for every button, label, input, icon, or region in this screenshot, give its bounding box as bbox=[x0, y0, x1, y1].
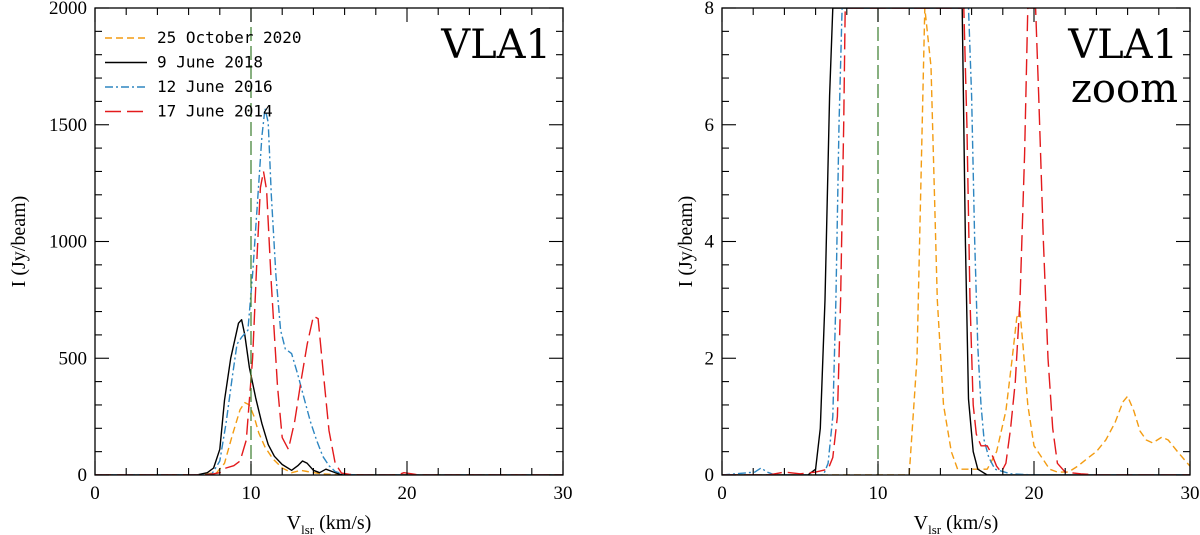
chart-panel-2: 0 10 20 30 0 2 4 6 8 Vlsr (km/s) I (Jy/beam) VLA1zo… bbox=[675, 0, 1200, 535]
series-line-9-june-2018 bbox=[95, 319, 563, 475]
y-tick-label: 1500 bbox=[49, 115, 87, 136]
series-line-25-october-2020 bbox=[722, 8, 1190, 475]
y-tick-label: 0 bbox=[78, 465, 88, 486]
legend-label: 25 October 2020 bbox=[157, 28, 302, 47]
legend: 25 October 2020 9 June 2018 12 June 2016 17… bbox=[105, 28, 302, 121]
y-tick-label: 1000 bbox=[49, 232, 87, 253]
y-tick-label: 8 bbox=[705, 0, 715, 19]
x-tick-label: 0 bbox=[717, 483, 727, 504]
x-axis-title: Vlsr (km/s) bbox=[287, 512, 372, 535]
x-tick-label: 10 bbox=[242, 483, 261, 504]
panel-label: VLA1 bbox=[1067, 22, 1178, 68]
y-tick-label: 6 bbox=[705, 115, 715, 136]
legend-label: 9 June 2018 bbox=[157, 53, 263, 72]
x-tick-label: 20 bbox=[398, 483, 417, 504]
legend-label: 17 June 2014 bbox=[157, 102, 273, 121]
panel-label: zoom bbox=[1071, 66, 1178, 112]
y-axis-title: I (Jy/beam) bbox=[8, 196, 30, 288]
x-tick-label: 30 bbox=[554, 483, 573, 504]
series-line-17-june-2014 bbox=[95, 170, 563, 475]
y-tick-label: 2000 bbox=[49, 0, 87, 19]
y-tick-label: 0 bbox=[705, 465, 715, 486]
y-tick-label: 500 bbox=[59, 348, 88, 369]
series-line-12-june-2016 bbox=[722, 8, 1190, 475]
y-tick-label: 4 bbox=[705, 232, 715, 253]
chart-panel-1: 0 10 20 30 0 500 1000 1500 2000 Vlsr (km/s) I (Jy/… bbox=[8, 0, 573, 535]
series-line-25-october-2020 bbox=[95, 401, 563, 475]
x-tick-label: 0 bbox=[90, 483, 100, 504]
series-line-12-june-2016 bbox=[95, 107, 563, 475]
x-axis-title: Vlsr (km/s) bbox=[914, 512, 999, 535]
series-line-9-june-2018 bbox=[722, 8, 1190, 475]
x-tick-label: 30 bbox=[1181, 483, 1200, 504]
y-tick-label: 2 bbox=[705, 348, 715, 369]
legend-label: 12 June 2016 bbox=[157, 77, 273, 96]
series-lines bbox=[722, 8, 1190, 475]
x-tick-label: 20 bbox=[1025, 483, 1044, 504]
series-line-17-june-2014 bbox=[722, 8, 1190, 475]
x-tick-label: 10 bbox=[869, 483, 888, 504]
y-axis-title: I (Jy/beam) bbox=[675, 196, 697, 288]
series-lines bbox=[95, 107, 563, 475]
panel-label: VLA1 bbox=[440, 22, 551, 68]
